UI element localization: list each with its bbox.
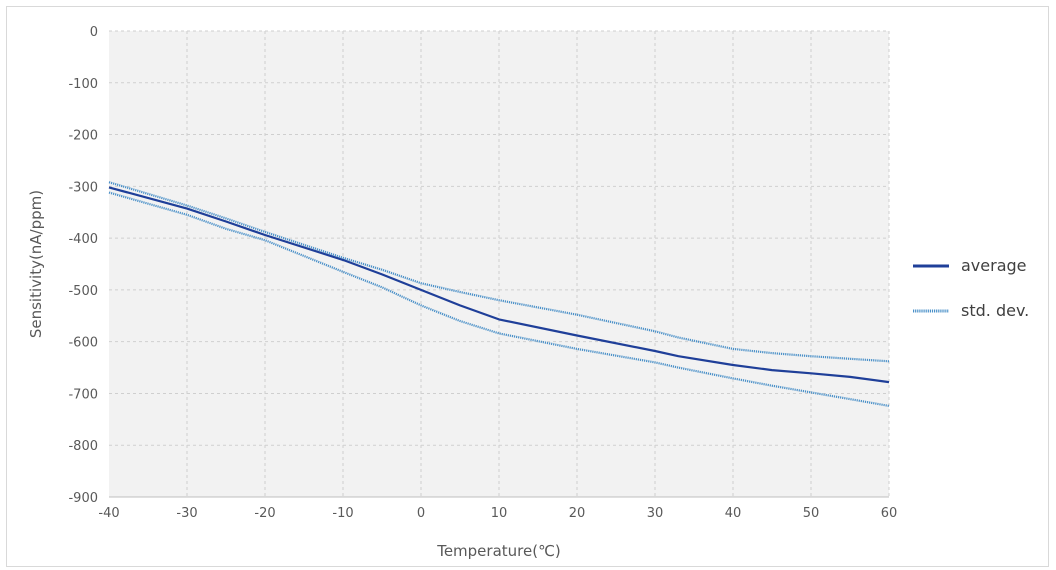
y-tick-label: -600 <box>68 336 98 351</box>
x-tick-label: 50 <box>803 506 820 521</box>
series-line-std-dev <box>108 181 890 363</box>
plot-area <box>109 31 889 497</box>
y-tick-label: -800 <box>68 439 98 454</box>
legend-label: std. dev. <box>961 301 1029 320</box>
y-tick-label: -300 <box>68 180 98 195</box>
series-line-std-dev <box>108 191 890 407</box>
y-axis-label: Sensitivity(nA/ppm) <box>27 190 45 338</box>
y-tick-label: 0 <box>90 25 98 40</box>
legend-label: average <box>961 256 1027 275</box>
x-tick-label: -30 <box>176 506 197 521</box>
x-tick-label: 30 <box>647 506 664 521</box>
y-tick-label: -200 <box>68 129 98 144</box>
series-layer <box>108 181 890 407</box>
x-tick-label: 40 <box>725 506 742 521</box>
gridlines <box>109 30 890 497</box>
chart-frame: -40 -30 -20 -10 0 10 20 30 40 50 60 0 -100 -200 -300-… <box>6 6 1049 567</box>
y-axis-ticks: 0 -100 -200 -300 -400 -500 -600 -700 -800 -900 <box>68 25 98 506</box>
y-tick-label: -400 <box>68 232 98 247</box>
y-tick-label: -100 <box>68 77 98 92</box>
x-tick-label: 20 <box>569 506 586 521</box>
x-tick-label: -10 <box>332 506 353 521</box>
y-tick-label: -500 <box>68 284 98 299</box>
x-tick-label: 10 <box>491 506 508 521</box>
line-chart: -40 -30 -20 -10 0 10 20 30 40 50 60 0-100-200-300-… <box>27 25 1029 560</box>
series-line-average <box>108 186 890 384</box>
y-tick-label: -900 <box>68 491 98 506</box>
x-axis-ticks: -40 -30 -20 -10 0 10 20 30 40 50 60 <box>98 506 897 521</box>
x-tick-label: -40 <box>98 506 119 521</box>
x-tick-label: 0 <box>417 506 425 521</box>
x-tick-label: 60 <box>881 506 898 521</box>
x-tick-label: -20 <box>254 506 275 521</box>
legend: average std. dev. <box>913 256 1029 320</box>
x-axis-label: Temperature(℃) <box>436 542 561 560</box>
y-tick-label: -700 <box>68 387 98 402</box>
